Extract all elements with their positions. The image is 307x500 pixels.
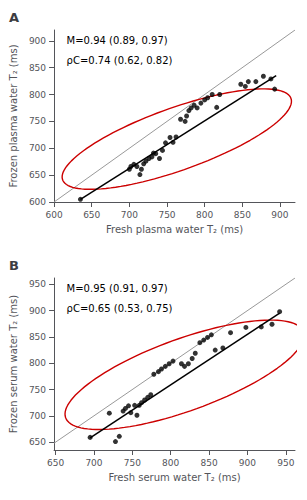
svg-text:850: 850 bbox=[29, 63, 46, 73]
svg-text:900: 900 bbox=[29, 36, 46, 46]
svg-text:850: 850 bbox=[200, 458, 217, 468]
svg-text:A: A bbox=[9, 10, 19, 25]
svg-text:800: 800 bbox=[162, 458, 179, 468]
svg-text:700: 700 bbox=[29, 411, 46, 421]
svg-text:750: 750 bbox=[158, 210, 175, 220]
svg-text:Frozen serum water T₂ (ms): Frozen serum water T₂ (ms) bbox=[8, 295, 19, 434]
svg-text:750: 750 bbox=[29, 116, 46, 126]
svg-text:950: 950 bbox=[29, 279, 46, 289]
svg-text:650: 650 bbox=[29, 170, 46, 180]
svg-text:900: 900 bbox=[271, 210, 288, 220]
svg-text:800: 800 bbox=[29, 358, 46, 368]
svg-text:700: 700 bbox=[121, 210, 138, 220]
svg-text:ρC=0.74 (0.62, 0.82): ρC=0.74 (0.62, 0.82) bbox=[67, 55, 173, 66]
svg-text:650: 650 bbox=[83, 210, 100, 220]
svg-text:850: 850 bbox=[234, 210, 251, 220]
svg-text:700: 700 bbox=[85, 458, 102, 468]
svg-text:Fresh serum water T₂ (ms): Fresh serum water T₂ (ms) bbox=[108, 472, 240, 483]
svg-text:650: 650 bbox=[29, 437, 46, 447]
svg-text:900: 900 bbox=[239, 458, 256, 468]
svg-text:950: 950 bbox=[277, 458, 294, 468]
svg-text:650: 650 bbox=[47, 458, 64, 468]
svg-text:600: 600 bbox=[29, 197, 46, 207]
svg-text:850: 850 bbox=[29, 332, 46, 342]
svg-text:800: 800 bbox=[196, 210, 213, 220]
svg-text:700: 700 bbox=[29, 143, 46, 153]
svg-text:900: 900 bbox=[29, 306, 46, 316]
svg-text:750: 750 bbox=[29, 385, 46, 395]
svg-text:600: 600 bbox=[45, 210, 62, 220]
svg-text:M=0.95 (0.91, 0.97): M=0.95 (0.91, 0.97) bbox=[67, 283, 168, 294]
svg-text:Fresh plasma water T₂ (ms): Fresh plasma water T₂ (ms) bbox=[106, 224, 243, 235]
svg-text:ρC=0.65 (0.53, 0.75): ρC=0.65 (0.53, 0.75) bbox=[67, 303, 173, 314]
svg-text:B: B bbox=[9, 258, 19, 273]
svg-text:750: 750 bbox=[124, 458, 141, 468]
svg-text:M=0.94 (0.89, 0.97): M=0.94 (0.89, 0.97) bbox=[67, 35, 168, 46]
svg-text:Frozen plasma water T₂ (ms): Frozen plasma water T₂ (ms) bbox=[8, 44, 19, 187]
svg-text:800: 800 bbox=[29, 90, 46, 100]
